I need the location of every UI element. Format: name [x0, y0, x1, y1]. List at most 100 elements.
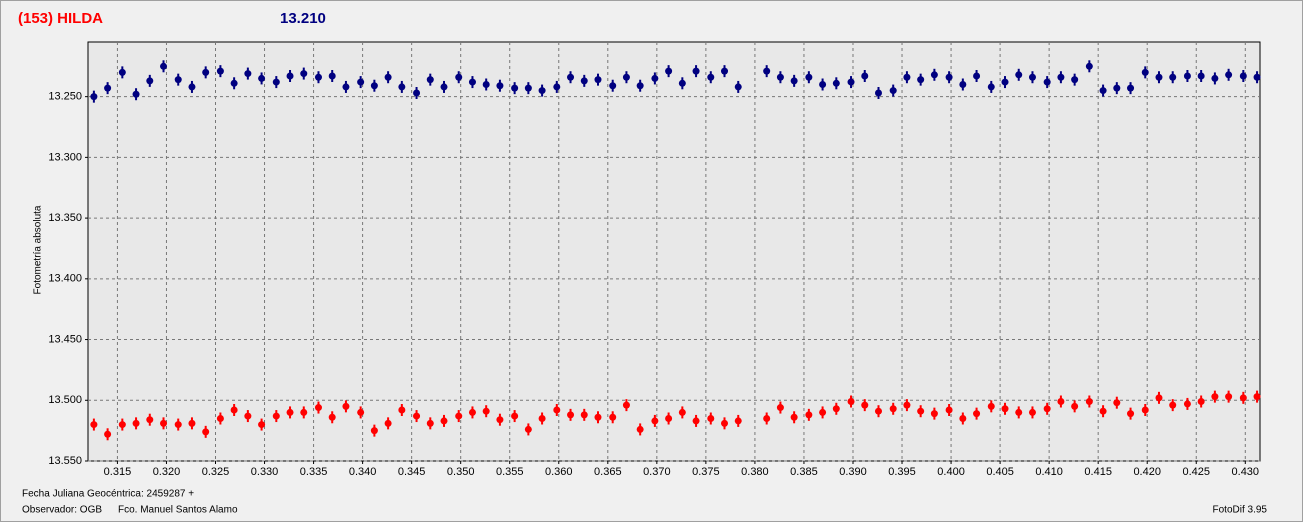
point: [1169, 401, 1177, 409]
point: [1127, 84, 1135, 92]
point: [384, 73, 392, 81]
point: [258, 421, 266, 429]
point: [118, 421, 126, 429]
point: [903, 401, 911, 409]
point: [930, 71, 938, 79]
point: [1001, 78, 1009, 86]
point: [930, 410, 938, 418]
x-tick-label: 0.370: [643, 466, 671, 478]
point: [973, 410, 981, 418]
x-tick-label: 0.400: [937, 466, 965, 478]
point: [482, 407, 490, 415]
point: [1183, 72, 1191, 80]
point: [118, 68, 126, 76]
x-tick-label: 0.425: [1182, 466, 1210, 478]
point: [1127, 410, 1135, 418]
point: [594, 413, 602, 421]
x-tick-label: 0.340: [349, 466, 377, 478]
point: [90, 421, 98, 429]
point: [959, 414, 967, 422]
point: [1043, 78, 1051, 86]
point: [342, 83, 350, 91]
point: [413, 89, 421, 97]
point: [553, 406, 561, 414]
point: [917, 407, 925, 415]
point: [230, 406, 238, 414]
point: [538, 87, 546, 95]
point: [622, 401, 630, 409]
point: [496, 82, 504, 90]
point: [413, 412, 421, 420]
plot-area: [87, 41, 1261, 462]
point: [314, 404, 322, 412]
point: [1155, 73, 1163, 81]
point: [665, 414, 673, 422]
point: [707, 73, 715, 81]
point: [202, 68, 210, 76]
point: [763, 414, 771, 422]
y-tick-label: 13.350: [48, 212, 82, 224]
point: [1085, 62, 1093, 70]
point: [216, 67, 224, 75]
point: [580, 77, 588, 85]
x-tick-label: 0.380: [741, 466, 769, 478]
y-tick-label: 13.500: [48, 394, 82, 406]
point: [665, 67, 673, 75]
point: [468, 408, 476, 416]
point: [496, 416, 504, 424]
y-tick-label: 13.550: [48, 455, 82, 467]
point: [370, 82, 378, 90]
point: [819, 81, 827, 89]
point: [468, 78, 476, 86]
x-tick-label: 0.390: [839, 466, 867, 478]
x-tick-label: 0.415: [1084, 466, 1112, 478]
point: [314, 73, 322, 81]
point: [1099, 87, 1107, 95]
point: [553, 83, 561, 91]
point: [776, 73, 784, 81]
point: [398, 83, 406, 91]
footer-author: Fco. Manuel Santos Alamo: [118, 505, 238, 516]
point: [1225, 71, 1233, 79]
point: [132, 90, 140, 98]
point: [1169, 73, 1177, 81]
point: [707, 414, 715, 422]
point: [580, 411, 588, 419]
point: [1253, 73, 1261, 81]
point: [1071, 76, 1079, 84]
point: [734, 417, 742, 425]
x-tick-label: 0.365: [594, 466, 622, 478]
point: [805, 73, 813, 81]
point: [609, 413, 617, 421]
x-tick-label: 0.385: [790, 466, 818, 478]
point: [651, 74, 659, 82]
footer-observer: Observador: OGB: [22, 505, 102, 516]
point: [455, 412, 463, 420]
point: [104, 84, 112, 92]
point: [790, 413, 798, 421]
point: [692, 67, 700, 75]
point: [1001, 405, 1009, 413]
x-tick-label: 0.330: [251, 466, 279, 478]
point: [244, 412, 252, 420]
point: [678, 408, 686, 416]
point: [1113, 84, 1121, 92]
point: [174, 76, 182, 84]
point: [272, 412, 280, 420]
point: [959, 81, 967, 89]
point: [678, 79, 686, 87]
point: [776, 404, 784, 412]
x-tick-label: 0.430: [1232, 466, 1260, 478]
point: [651, 417, 659, 425]
point: [398, 406, 406, 414]
point: [482, 81, 490, 89]
point: [1183, 400, 1191, 408]
point: [1141, 406, 1149, 414]
point: [1015, 71, 1023, 79]
point: [917, 76, 925, 84]
point: [272, 78, 280, 86]
y-axis-label: Fotometría absoluta: [33, 205, 44, 294]
point: [357, 408, 365, 416]
point: [511, 412, 519, 420]
